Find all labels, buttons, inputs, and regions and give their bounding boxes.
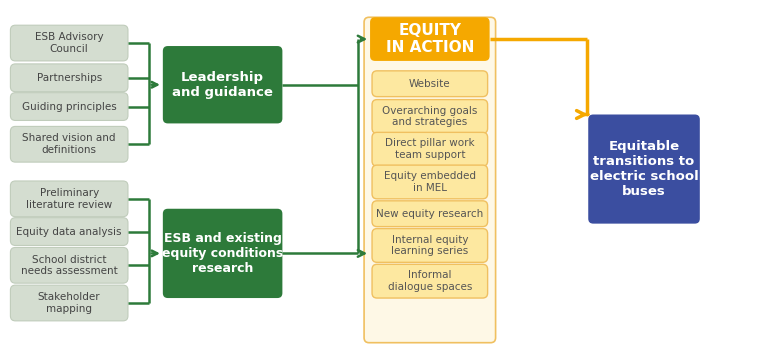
- Text: Direct pillar work
team support: Direct pillar work team support: [385, 138, 475, 160]
- FancyBboxPatch shape: [163, 46, 283, 124]
- Text: Shared vision and
definitions: Shared vision and definitions: [23, 133, 116, 155]
- Text: ESB Advisory
Council: ESB Advisory Council: [35, 32, 104, 54]
- Text: Guiding principles: Guiding principles: [22, 102, 117, 112]
- Text: Equity data analysis: Equity data analysis: [17, 227, 122, 236]
- FancyBboxPatch shape: [11, 218, 128, 245]
- FancyBboxPatch shape: [588, 114, 700, 224]
- FancyBboxPatch shape: [372, 132, 487, 166]
- Text: Leadership
and guidance: Leadership and guidance: [172, 71, 273, 99]
- Text: Preliminary
literature review: Preliminary literature review: [26, 188, 112, 210]
- Text: Website: Website: [409, 79, 451, 89]
- Text: Partnerships: Partnerships: [36, 73, 102, 83]
- FancyBboxPatch shape: [372, 229, 487, 262]
- FancyBboxPatch shape: [372, 99, 487, 133]
- FancyBboxPatch shape: [364, 17, 496, 343]
- FancyBboxPatch shape: [372, 71, 487, 97]
- Text: New equity research: New equity research: [376, 209, 484, 219]
- Text: EQUITY
IN ACTION: EQUITY IN ACTION: [386, 23, 474, 55]
- Text: Stakeholder
mapping: Stakeholder mapping: [38, 292, 101, 314]
- FancyBboxPatch shape: [372, 264, 487, 298]
- Text: Equity embedded
in MEL: Equity embedded in MEL: [384, 171, 476, 193]
- FancyBboxPatch shape: [163, 209, 283, 298]
- FancyBboxPatch shape: [11, 64, 128, 92]
- FancyBboxPatch shape: [11, 247, 128, 283]
- FancyBboxPatch shape: [11, 126, 128, 162]
- Text: ESB and existing
equity conditions
research: ESB and existing equity conditions resea…: [162, 232, 283, 275]
- Text: Informal
dialogue spaces: Informal dialogue spaces: [387, 270, 472, 292]
- FancyBboxPatch shape: [372, 165, 487, 199]
- FancyBboxPatch shape: [11, 93, 128, 120]
- Text: Equitable
transitions to
electric school
buses: Equitable transitions to electric school…: [590, 140, 698, 198]
- FancyBboxPatch shape: [11, 181, 128, 217]
- Text: School district
needs assessment: School district needs assessment: [20, 255, 117, 276]
- FancyBboxPatch shape: [11, 285, 128, 321]
- Text: Internal equity
learning series: Internal equity learning series: [391, 235, 468, 256]
- FancyBboxPatch shape: [11, 25, 128, 61]
- FancyBboxPatch shape: [372, 201, 487, 227]
- Text: Overarching goals
and strategies: Overarching goals and strategies: [382, 106, 478, 127]
- FancyBboxPatch shape: [370, 17, 490, 61]
